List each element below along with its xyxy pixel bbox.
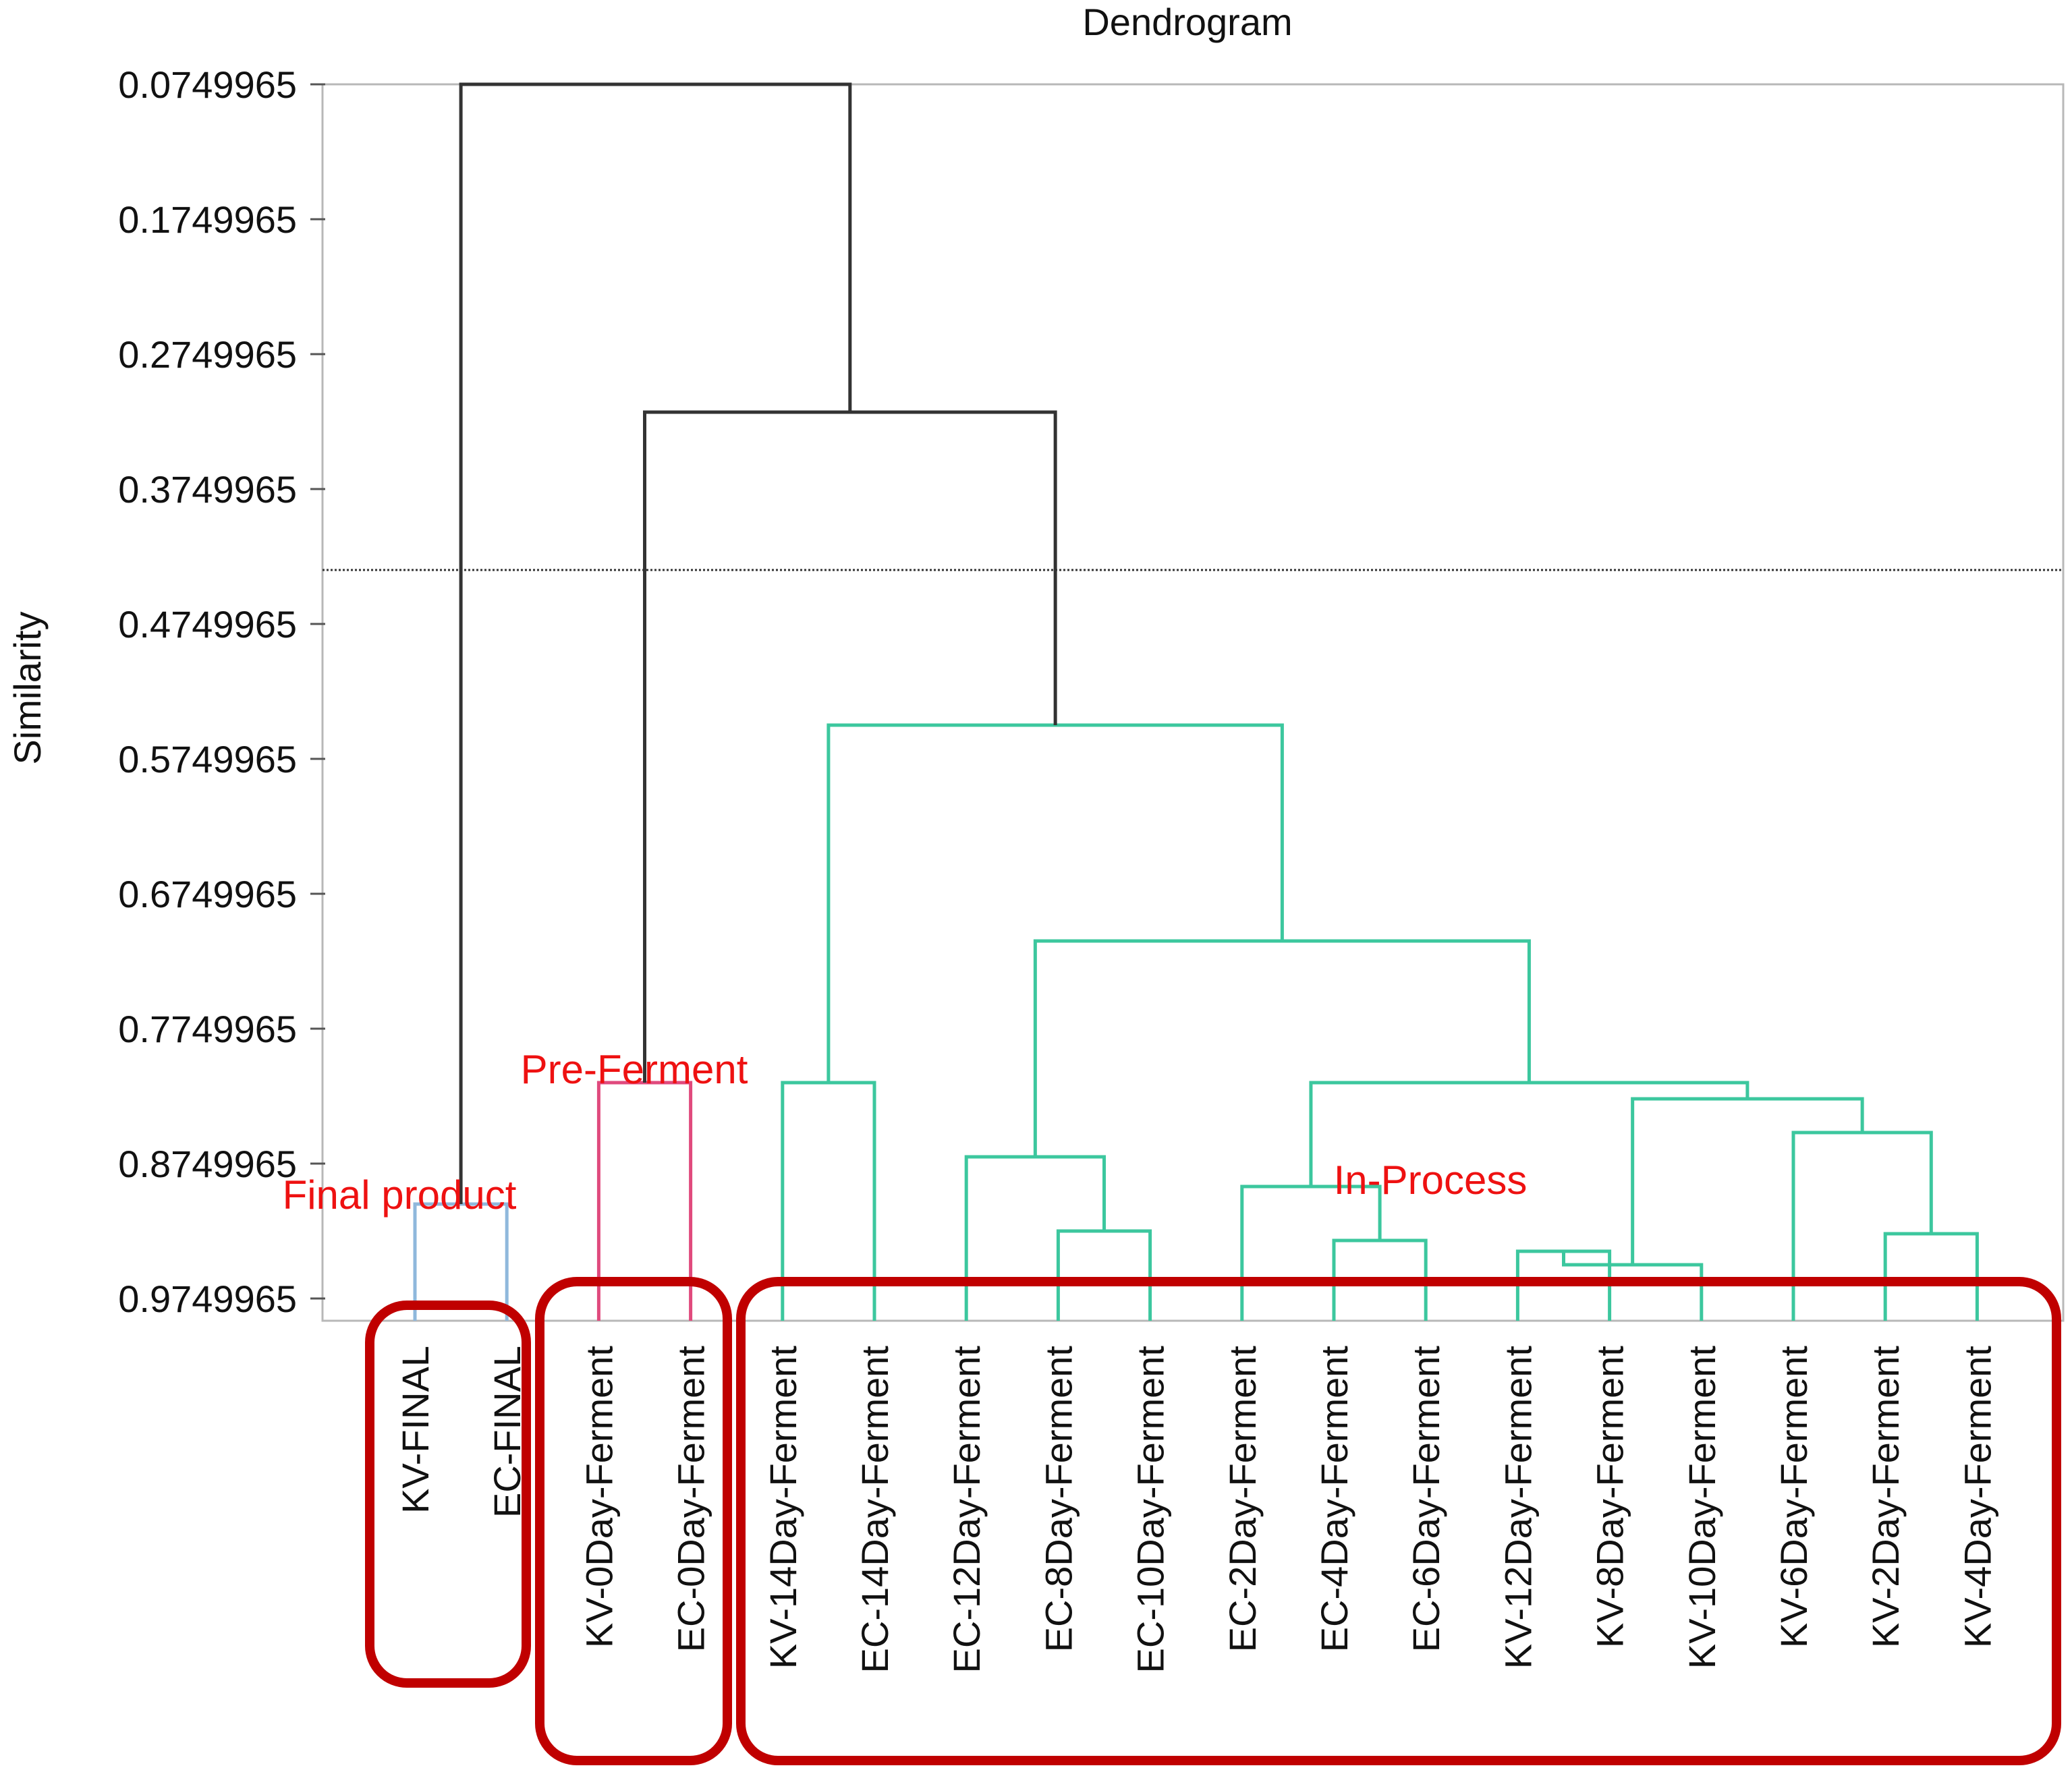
- y-tick-label: 0.2749965: [118, 333, 297, 376]
- leaf-label: EC-12Day-Ferment: [945, 1346, 988, 1674]
- leaf-label: EC-FINAL: [486, 1346, 528, 1518]
- dendrogram-link: [459, 82, 852, 1205]
- leaf-label: KV-2Day-Ferment: [1864, 1346, 1907, 1649]
- dendrogram-link: [1056, 1229, 1152, 1321]
- leaf-label: KV-14Day-Ferment: [762, 1346, 804, 1669]
- leaf-label: KV-6Day-Ferment: [1772, 1346, 1815, 1649]
- leaf-label: KV-0Day-Ferment: [578, 1346, 620, 1649]
- dendrogram-link: [964, 1155, 1106, 1321]
- leaf-label: EC-14Day-Ferment: [853, 1346, 896, 1674]
- y-tick-label: 0.5749965: [118, 738, 297, 780]
- leaf-label: KV-8Day-Ferment: [1589, 1346, 1631, 1649]
- y-axis-label: Similarity: [6, 611, 49, 764]
- leaf-label: KV-4Day-Ferment: [1956, 1346, 1998, 1649]
- dendrogram-link: [1033, 939, 1531, 1158]
- leaf-label: KV-FINAL: [394, 1346, 437, 1514]
- group-labels: Final product Pre-Ferment In-Process: [283, 1047, 1528, 1218]
- leaf-label: EC-8Day-Ferment: [1037, 1346, 1080, 1653]
- y-tick-label: 0.4749965: [118, 603, 297, 646]
- group-box: [365, 1301, 531, 1688]
- group-boxes: [365, 1277, 2061, 1765]
- dendrogram-link: [1631, 1097, 1864, 1265]
- y-tick-label: 0.8749965: [118, 1143, 297, 1185]
- dendrogram-branches: [413, 82, 1979, 1321]
- dendrogram-link: [1791, 1131, 1933, 1321]
- leaf-label: EC-0Day-Ferment: [670, 1346, 712, 1653]
- leaf-label: KV-10Day-Ferment: [1681, 1346, 1723, 1669]
- y-tick-label: 0.9749965: [118, 1278, 297, 1320]
- leaf-labels: KV-FINAL EC-FINAL KV-0Day-Ferment EC-0Day-F…: [394, 1346, 1998, 1674]
- leaf-label: EC-6Day-Ferment: [1405, 1346, 1447, 1653]
- group-label: Final product: [283, 1172, 517, 1218]
- leaf-label: EC-4Day-Ferment: [1313, 1346, 1355, 1653]
- y-tick-label: 0.6749965: [118, 873, 297, 915]
- dendrogram-link: [1240, 1184, 1382, 1321]
- leaf-label: KV-12Day-Ferment: [1496, 1346, 1539, 1669]
- chart-title: Dendrogram: [1082, 1, 1292, 43]
- y-tick-label: 0.3749965: [118, 468, 297, 511]
- group-label: In-Process: [1334, 1158, 1528, 1203]
- y-tick-label: 0.0749965: [118, 63, 297, 106]
- group-box: [535, 1277, 732, 1765]
- leaf-label: EC-10Day-Ferment: [1129, 1346, 1172, 1674]
- y-tick-label: 0.1749965: [118, 198, 297, 241]
- plot-border: [321, 83, 2065, 1322]
- dendrogram-link: [643, 410, 1057, 1083]
- group-label: Pre-Ferment: [521, 1047, 748, 1092]
- leaf-label: EC-2Day-Ferment: [1221, 1346, 1264, 1653]
- dendrogram-link: [827, 723, 1284, 1083]
- y-tick-label: 0.7749965: [118, 1008, 297, 1050]
- group-box: [736, 1277, 2061, 1765]
- y-axis-ticks: 0.0749965 0.1749965 0.2749965 0.3749965 0.47…: [118, 63, 325, 1320]
- plot-frame: [321, 83, 2065, 1322]
